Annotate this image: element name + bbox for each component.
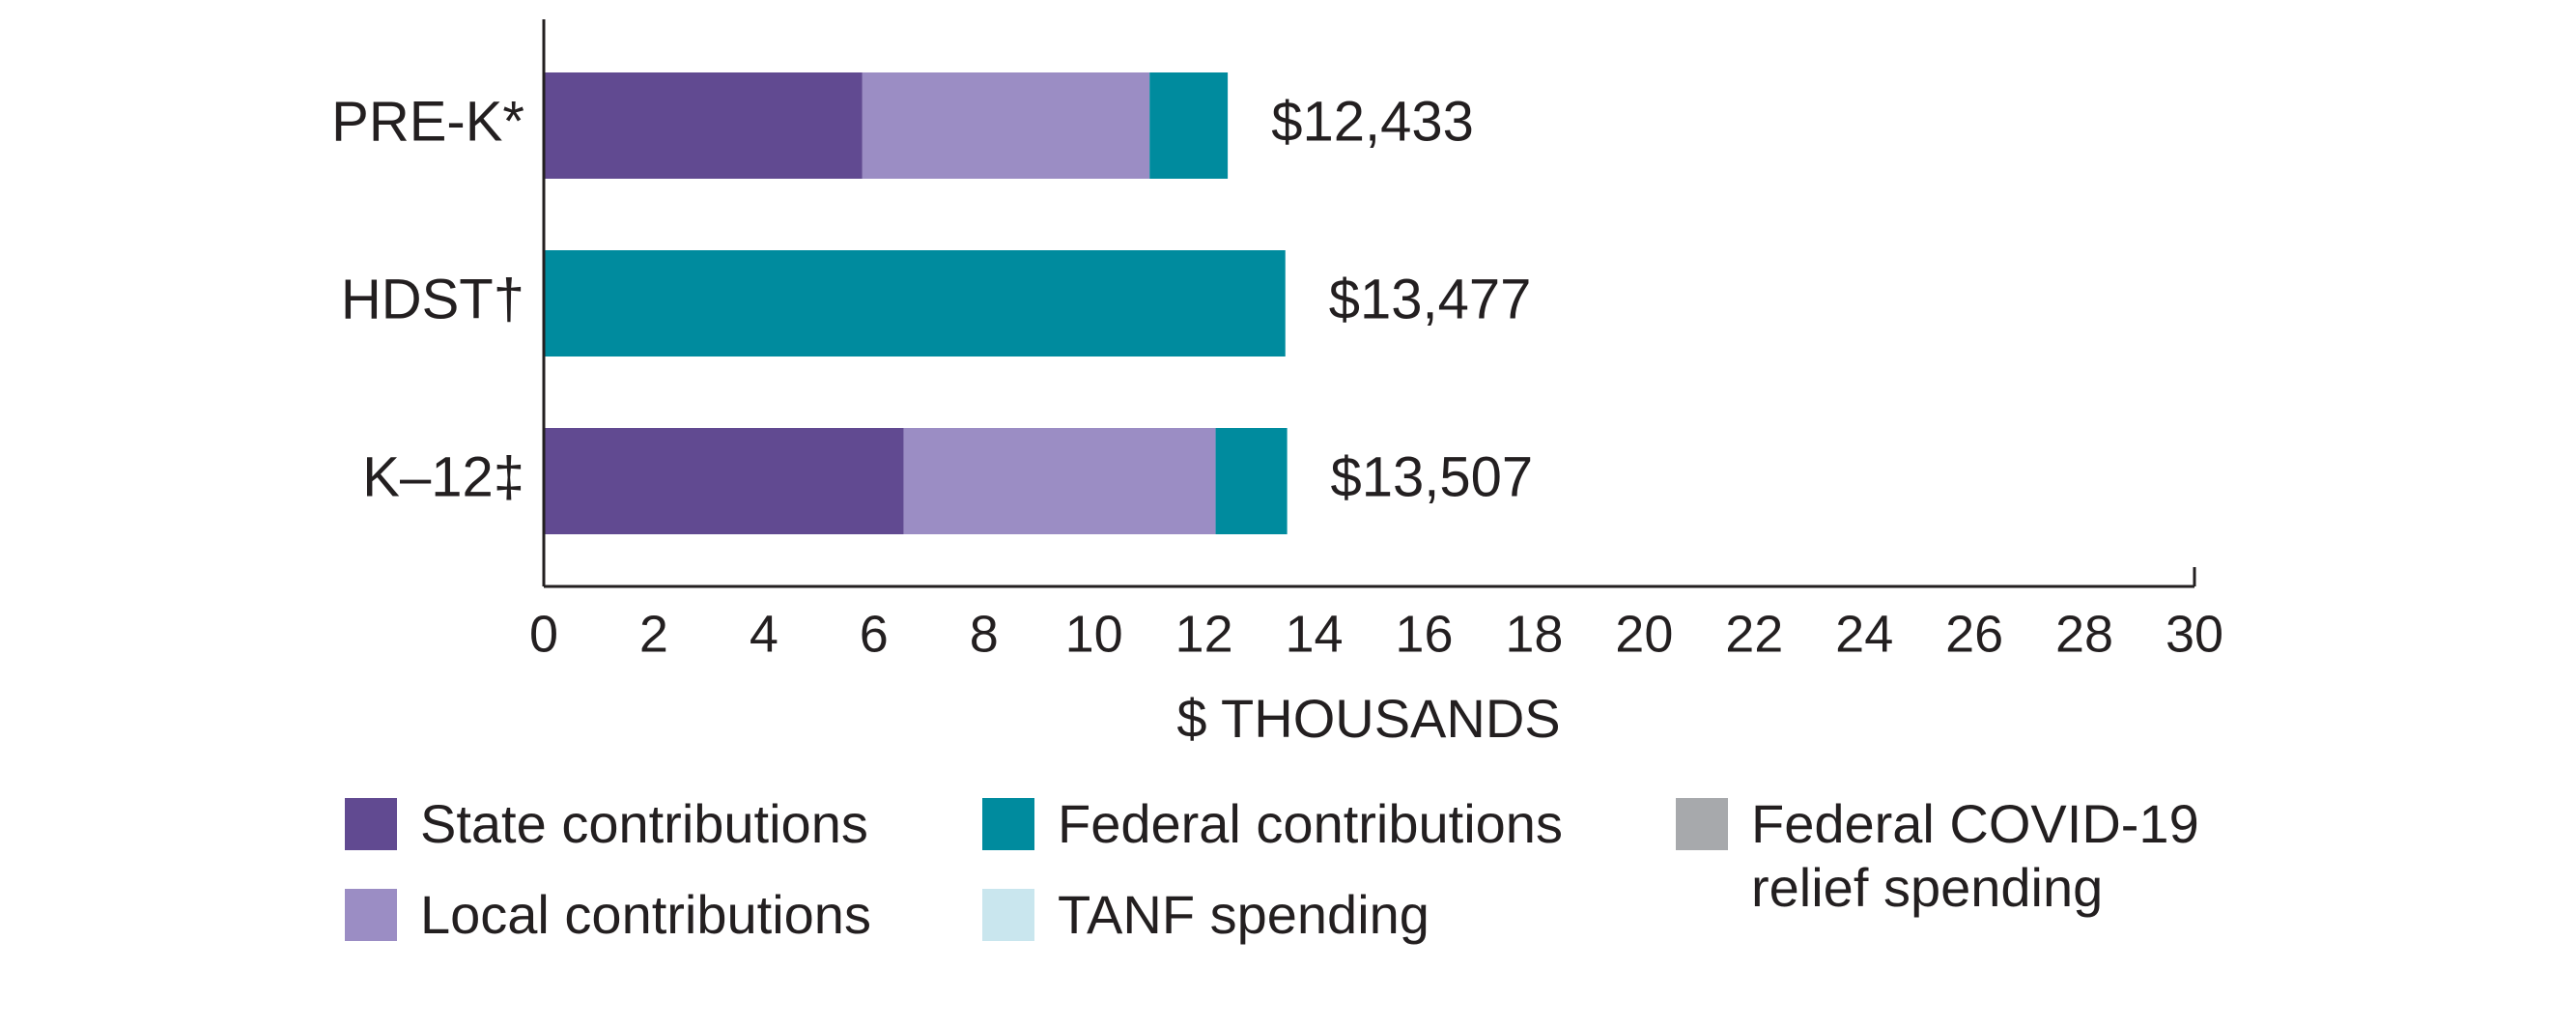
legend-item: Federal COVID-19 relief spending xyxy=(1676,792,2217,920)
category-label: PRE-K* xyxy=(331,90,524,153)
bar-segment xyxy=(544,250,1286,357)
legend-item: State contributions xyxy=(345,792,868,856)
bar-segment xyxy=(862,72,1150,179)
x-tick-label: 6 xyxy=(860,605,889,663)
legend-label: State contributions xyxy=(420,793,868,854)
total-label: $13,507 xyxy=(1330,445,1533,508)
chart: $ THOUSANDS PRE-K* $12,433 HDST† $13,477 K–1… xyxy=(331,19,2223,749)
x-tick-label: 4 xyxy=(750,605,778,663)
legend: State contributions Local contributions Fe… xyxy=(345,792,2277,985)
x-tick-label: 18 xyxy=(1505,605,1563,663)
x-tick-label: 30 xyxy=(2166,605,2223,663)
x-tick-label: 26 xyxy=(1945,605,2003,663)
legend-swatch xyxy=(982,889,1034,941)
legend-swatch xyxy=(1676,798,1728,850)
category-label: K–12‡ xyxy=(362,445,524,508)
bar-segment xyxy=(1149,72,1229,179)
total-label: $12,433 xyxy=(1271,90,1474,153)
x-tick-label: 20 xyxy=(1615,605,1673,663)
x-tick-label: 22 xyxy=(1725,605,1783,663)
bar-segment xyxy=(544,72,863,179)
x-tick-label: 0 xyxy=(529,605,558,663)
bar-segment xyxy=(1215,428,1288,534)
legend-label: Local contributions xyxy=(420,884,871,945)
legend-item: TANF spending xyxy=(982,883,1430,947)
x-axis-title: $ THOUSANDS xyxy=(1176,688,1560,749)
legend-label: Federal contributions xyxy=(1058,793,1563,854)
bar-segment xyxy=(544,428,904,534)
legend-swatch xyxy=(982,798,1034,850)
legend-item: Federal contributions xyxy=(982,792,1563,856)
x-tick-label: 10 xyxy=(1065,605,1123,663)
legend-swatch xyxy=(345,889,397,941)
total-label: $13,477 xyxy=(1329,268,1532,330)
x-tick-label: 8 xyxy=(970,605,999,663)
x-tick-label: 2 xyxy=(639,605,668,663)
x-tick-label: 16 xyxy=(1395,605,1453,663)
legend-swatch xyxy=(345,798,397,850)
x-tick-label: 28 xyxy=(2055,605,2113,663)
legend-item: Local contributions xyxy=(345,883,871,947)
x-tick-label: 12 xyxy=(1175,605,1233,663)
legend-label: Federal COVID-19 relief spending xyxy=(1751,793,2199,918)
x-tick-label: 14 xyxy=(1285,605,1343,663)
category-label: HDST† xyxy=(341,268,524,330)
bar-segment xyxy=(903,428,1216,534)
x-tick-label: 24 xyxy=(1835,605,1893,663)
legend-label: TANF spending xyxy=(1058,884,1430,945)
